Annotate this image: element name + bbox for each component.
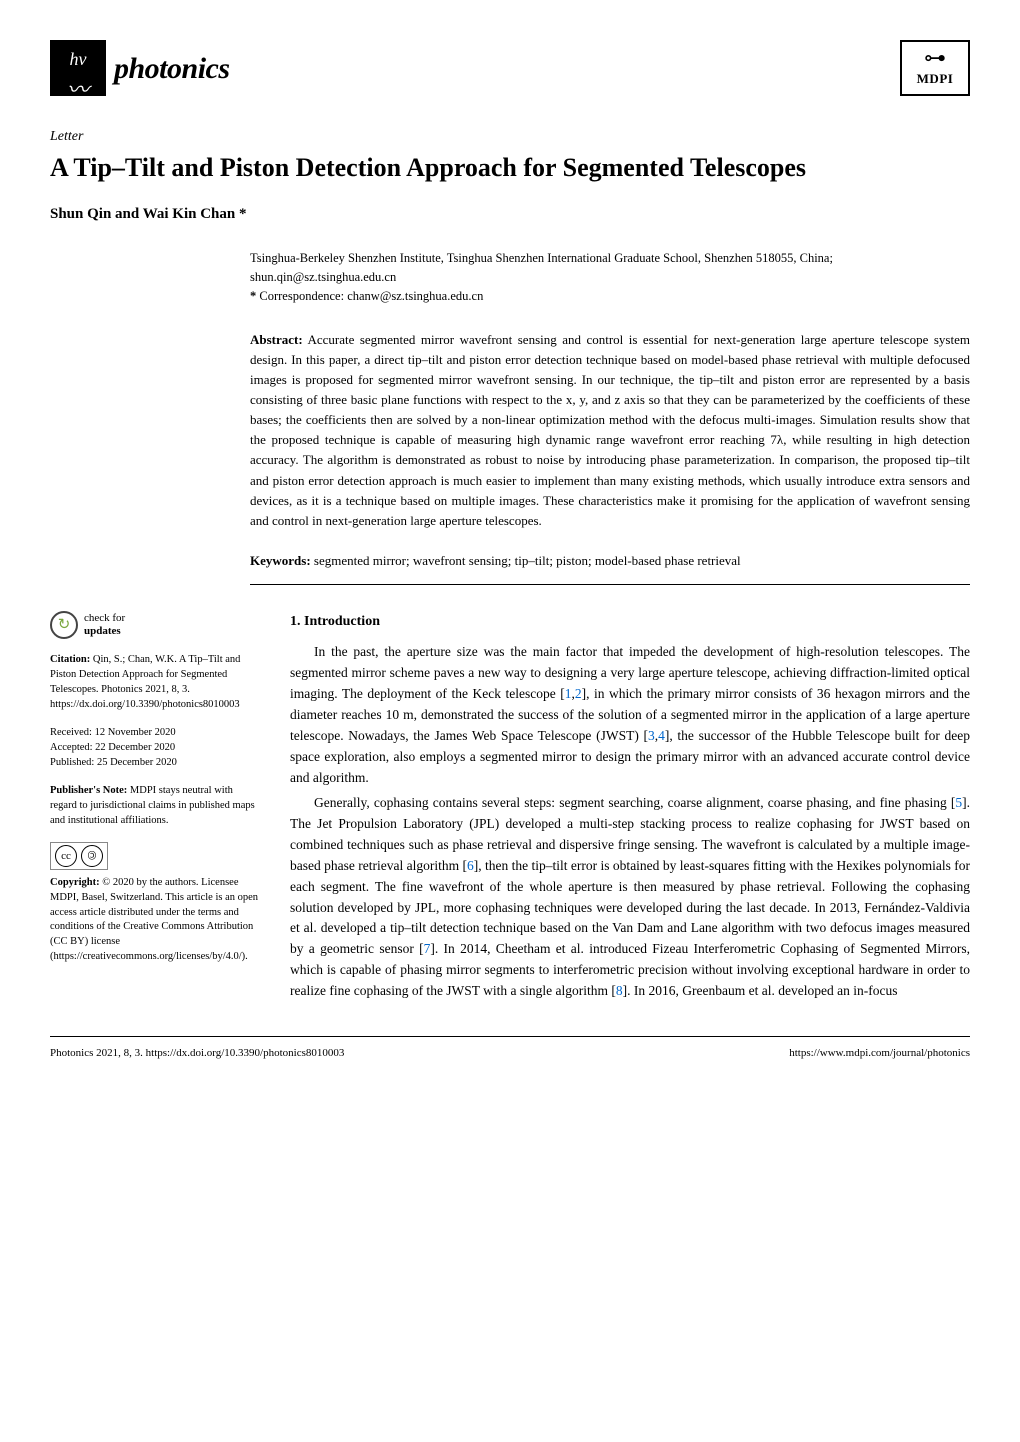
publisher-logo: ⊶ MDPI: [900, 40, 970, 96]
correspondence-text: Correspondence: chanw@sz.tsinghua.edu.cn: [259, 289, 483, 303]
keywords-label: Keywords:: [250, 553, 311, 568]
check-updates-line1: check for: [84, 612, 125, 625]
footer-row: Photonics 2021, 8, 3. https://dx.doi.org…: [50, 1036, 970, 1062]
footer-left: Photonics 2021, 8, 3. https://dx.doi.org…: [50, 1045, 344, 1062]
publishers-note-label: Publisher's Note:: [50, 785, 127, 796]
copyright-label: Copyright:: [50, 877, 100, 888]
journal-logo-icon: hv 〰: [50, 40, 106, 96]
footer-right: https://www.mdpi.com/journal/photonics: [789, 1045, 970, 1062]
ref-link-4[interactable]: 4: [658, 728, 665, 743]
ref-link-1[interactable]: 1: [565, 686, 572, 701]
correspondence-line: * Correspondence: chanw@sz.tsinghua.edu.…: [250, 287, 970, 306]
accepted-date: Accepted: 22 December 2020: [50, 741, 260, 756]
sidebar: ↻ check for updates Citation: Qin, S.; C…: [50, 611, 260, 1006]
published-date: Published: 25 December 2020: [50, 756, 260, 771]
abstract-label: Abstract:: [250, 332, 303, 347]
ref-link-8[interactable]: 8: [616, 983, 623, 998]
check-updates-text: check for updates: [84, 612, 125, 638]
citation-block: Citation: Qin, S.; Chan, W.K. A Tip–Tilt…: [50, 653, 260, 712]
by-icon: 🄯: [81, 845, 103, 867]
affiliation-block: Tsinghua-Berkeley Shenzhen Institute, Ts…: [250, 249, 970, 305]
check-updates-icon: ↻: [50, 611, 78, 639]
article-title: A Tip–Tilt and Piston Detection Approach…: [50, 151, 970, 185]
abstract-text: Accurate segmented mirror wavefront sens…: [250, 332, 970, 528]
received-date: Received: 12 November 2020: [50, 726, 260, 741]
check-updates-badge[interactable]: ↻ check for updates: [50, 611, 260, 639]
publisher-name: MDPI: [917, 69, 954, 89]
p2-text-a: Generally, cophasing contains several st…: [314, 795, 955, 810]
content-column: 1. Introduction In the past, the apertur…: [290, 611, 970, 1006]
journal-logo: hv 〰 photonics: [50, 40, 230, 96]
publishers-note-block: Publisher's Note: MDPI stays neutral wit…: [50, 784, 260, 828]
copyright-text: © 2020 by the authors. Licensee MDPI, Ba…: [50, 877, 258, 961]
cc-icon: cc: [55, 845, 77, 867]
divider-line: [250, 584, 970, 585]
header-row: hv 〰 photonics ⊶ MDPI: [50, 40, 970, 96]
section-1-paragraph-1: In the past, the aperture size was the m…: [290, 642, 970, 788]
check-updates-line2: updates: [84, 625, 125, 638]
correspondence-asterisk: *: [250, 289, 256, 303]
keywords-text: segmented mirror; wavefront sensing; tip…: [314, 553, 741, 568]
publisher-tree-icon: ⊶: [924, 47, 946, 69]
p2-text-e: ]. In 2016, Greenbaum et al. developed a…: [623, 983, 898, 998]
cc-license-badge: cc 🄯: [50, 842, 108, 870]
ref-link-3[interactable]: 3: [648, 728, 655, 743]
ref-link-6[interactable]: 6: [467, 858, 474, 873]
journal-name: photonics: [114, 46, 230, 91]
section-1-heading: 1. Introduction: [290, 611, 970, 632]
article-type: Letter: [50, 126, 970, 147]
copyright-block: Copyright: © 2020 by the authors. Licens…: [50, 876, 260, 964]
citation-label: Citation:: [50, 654, 90, 665]
keywords-block: Keywords: segmented mirror; wavefront se…: [250, 551, 970, 571]
section-1-paragraph-2: Generally, cophasing contains several st…: [290, 793, 970, 1002]
abstract-block: Abstract: Accurate segmented mirror wave…: [250, 330, 970, 531]
logo-wave-icon: 〰: [67, 73, 89, 106]
article-authors: Shun Qin and Wai Kin Chan *: [50, 203, 970, 226]
affiliation-text: Tsinghua-Berkeley Shenzhen Institute, Ts…: [250, 249, 970, 287]
dates-block: Received: 12 November 2020 Accepted: 22 …: [50, 726, 260, 770]
ref-link-2[interactable]: 2: [575, 686, 582, 701]
main-area: ↻ check for updates Citation: Qin, S.; C…: [50, 611, 970, 1006]
logo-hv-text: hv: [70, 46, 87, 73]
